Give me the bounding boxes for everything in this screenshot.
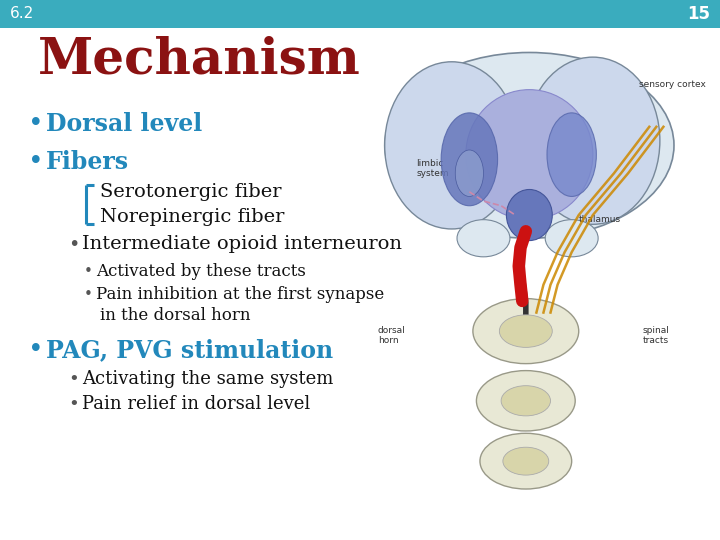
Ellipse shape: [441, 113, 498, 206]
Text: 6.2: 6.2: [10, 6, 35, 22]
Ellipse shape: [500, 315, 552, 347]
Text: Dorsal level: Dorsal level: [46, 112, 202, 136]
Ellipse shape: [547, 113, 596, 197]
Text: spinal
tracts: spinal tracts: [642, 326, 669, 346]
Text: Pain inhibition at the first synapse: Pain inhibition at the first synapse: [96, 286, 384, 303]
FancyBboxPatch shape: [0, 0, 720, 28]
Text: •: •: [28, 111, 44, 137]
Ellipse shape: [384, 62, 518, 229]
Text: •: •: [84, 264, 93, 279]
Ellipse shape: [501, 386, 551, 416]
Ellipse shape: [473, 299, 579, 363]
Text: 15: 15: [687, 5, 710, 23]
Ellipse shape: [466, 90, 593, 220]
Text: •: •: [68, 370, 78, 388]
Text: •: •: [28, 337, 44, 363]
Text: •: •: [28, 149, 44, 175]
Text: thalamus: thalamus: [579, 215, 621, 224]
Text: Fibers: Fibers: [46, 150, 129, 174]
Text: in the dorsal horn: in the dorsal horn: [100, 307, 251, 325]
Text: Norepinergic fiber: Norepinergic fiber: [100, 208, 284, 226]
Ellipse shape: [503, 447, 549, 475]
Text: •: •: [68, 395, 78, 413]
Text: Pain relief in dorsal level: Pain relief in dorsal level: [82, 395, 310, 413]
Ellipse shape: [526, 57, 660, 224]
Text: Activated by these tracts: Activated by these tracts: [96, 262, 306, 280]
Ellipse shape: [506, 190, 552, 241]
Ellipse shape: [545, 220, 598, 257]
Text: limbic
system: limbic system: [416, 159, 449, 178]
Text: •: •: [68, 234, 79, 254]
Text: dorsal
horn: dorsal horn: [377, 326, 405, 346]
Ellipse shape: [477, 370, 575, 431]
Text: Intermediate opioid interneuron: Intermediate opioid interneuron: [82, 235, 402, 253]
Text: PAG, PVG stimulation: PAG, PVG stimulation: [46, 338, 333, 362]
Text: •: •: [84, 287, 93, 302]
Text: Mechanism: Mechanism: [38, 36, 361, 85]
Text: sensory cortex: sensory cortex: [639, 80, 706, 90]
Text: Serotonergic fiber: Serotonergic fiber: [100, 183, 282, 201]
Text: Activating the same system: Activating the same system: [82, 370, 333, 388]
Ellipse shape: [384, 52, 674, 238]
Ellipse shape: [455, 150, 484, 197]
Ellipse shape: [457, 220, 510, 257]
Ellipse shape: [480, 433, 572, 489]
